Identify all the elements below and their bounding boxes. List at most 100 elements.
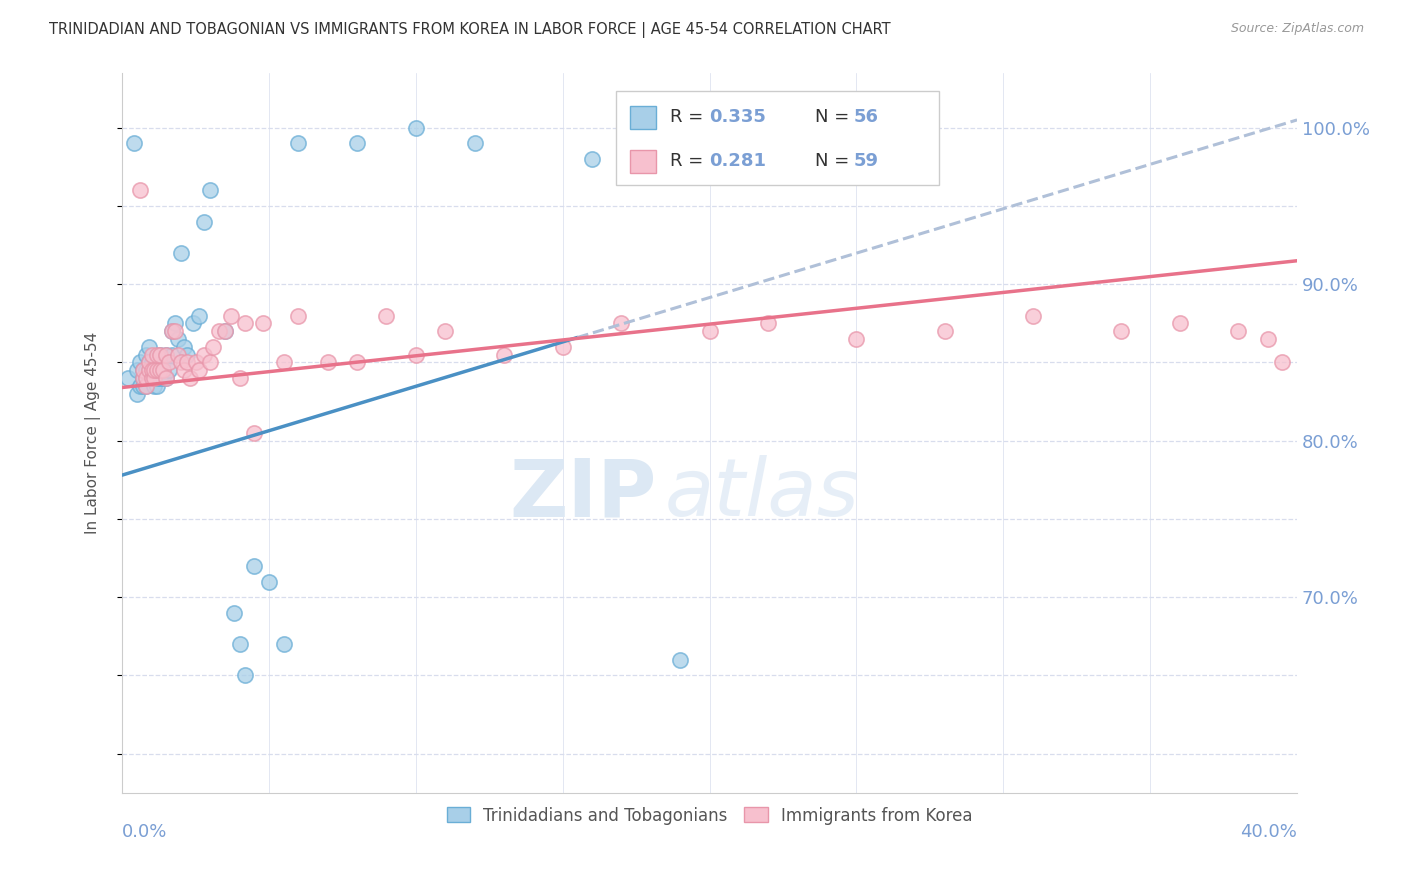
Point	[167, 332, 190, 346]
Point	[1227, 324, 1250, 338]
Point	[170, 246, 193, 260]
Point	[181, 316, 204, 330]
Point	[160, 324, 183, 338]
Point	[149, 348, 172, 362]
Point	[155, 371, 177, 385]
Point	[187, 309, 209, 323]
Point	[1257, 332, 1279, 346]
Point	[405, 348, 427, 362]
Point	[152, 363, 174, 377]
Point	[170, 355, 193, 369]
Point	[141, 363, 163, 377]
Y-axis label: In Labor Force | Age 45-54: In Labor Force | Age 45-54	[86, 332, 101, 534]
Point	[1021, 309, 1043, 323]
Point	[155, 348, 177, 362]
Point	[1271, 355, 1294, 369]
Text: atlas: atlas	[665, 455, 859, 533]
Point	[934, 324, 956, 338]
Point	[287, 136, 309, 151]
Point	[160, 324, 183, 338]
Point	[149, 363, 172, 377]
Point	[157, 363, 180, 377]
Text: R =: R =	[671, 153, 709, 170]
Text: R =: R =	[671, 108, 709, 126]
Point	[200, 355, 222, 369]
Point	[214, 324, 236, 338]
Point	[135, 371, 157, 385]
Point	[219, 309, 242, 323]
Point	[464, 136, 486, 151]
Point	[141, 371, 163, 385]
Point	[163, 316, 186, 330]
Point	[131, 371, 153, 385]
Point	[176, 348, 198, 362]
Point	[184, 355, 207, 369]
Point	[157, 355, 180, 369]
Point	[845, 332, 868, 346]
Point	[143, 379, 166, 393]
Text: 40.0%: 40.0%	[1240, 823, 1298, 841]
Point	[316, 355, 339, 369]
Point	[375, 309, 398, 323]
Point	[131, 363, 153, 377]
Point	[434, 324, 457, 338]
Point	[146, 363, 169, 377]
Point	[143, 363, 166, 377]
FancyBboxPatch shape	[630, 105, 657, 128]
Point	[193, 348, 215, 362]
Point	[208, 324, 231, 338]
Point	[193, 214, 215, 228]
Point	[346, 136, 368, 151]
Point	[143, 371, 166, 385]
Point	[155, 348, 177, 362]
Point	[128, 379, 150, 393]
Point	[138, 355, 160, 369]
Point	[117, 371, 139, 385]
Text: TRINIDADIAN AND TOBAGONIAN VS IMMIGRANTS FROM KOREA IN LABOR FORCE | AGE 45-54 C: TRINIDADIAN AND TOBAGONIAN VS IMMIGRANTS…	[49, 22, 891, 38]
Point	[135, 363, 157, 377]
Point	[228, 371, 250, 385]
Point	[163, 324, 186, 338]
Text: 0.0%: 0.0%	[122, 823, 167, 841]
Point	[146, 371, 169, 385]
Point	[152, 371, 174, 385]
Point	[138, 340, 160, 354]
Point	[138, 355, 160, 369]
Point	[405, 120, 427, 135]
Point	[143, 371, 166, 385]
Point	[699, 324, 721, 338]
Text: N =: N =	[814, 153, 855, 170]
Point	[135, 348, 157, 362]
Point	[243, 558, 266, 573]
Point	[122, 136, 145, 151]
Text: ZIP: ZIP	[509, 455, 657, 533]
FancyBboxPatch shape	[630, 150, 657, 173]
Point	[125, 386, 148, 401]
Point	[149, 348, 172, 362]
Point	[176, 355, 198, 369]
Point	[222, 606, 245, 620]
Point	[492, 348, 515, 362]
Text: 0.281: 0.281	[709, 153, 766, 170]
Text: 0.335: 0.335	[709, 108, 766, 126]
Point	[346, 355, 368, 369]
Point	[200, 183, 222, 197]
Point	[138, 363, 160, 377]
Point	[146, 379, 169, 393]
Point	[252, 316, 274, 330]
Point	[581, 152, 603, 166]
Point	[257, 574, 280, 589]
Point	[610, 316, 633, 330]
Point	[128, 183, 150, 197]
Point	[273, 637, 295, 651]
Point	[138, 371, 160, 385]
Text: Source: ZipAtlas.com: Source: ZipAtlas.com	[1230, 22, 1364, 36]
Text: 59: 59	[853, 153, 879, 170]
Point	[669, 653, 692, 667]
Point	[235, 668, 257, 682]
Point	[152, 355, 174, 369]
Text: N =: N =	[814, 108, 855, 126]
Point	[135, 371, 157, 385]
FancyBboxPatch shape	[616, 91, 939, 185]
Text: 56: 56	[853, 108, 879, 126]
